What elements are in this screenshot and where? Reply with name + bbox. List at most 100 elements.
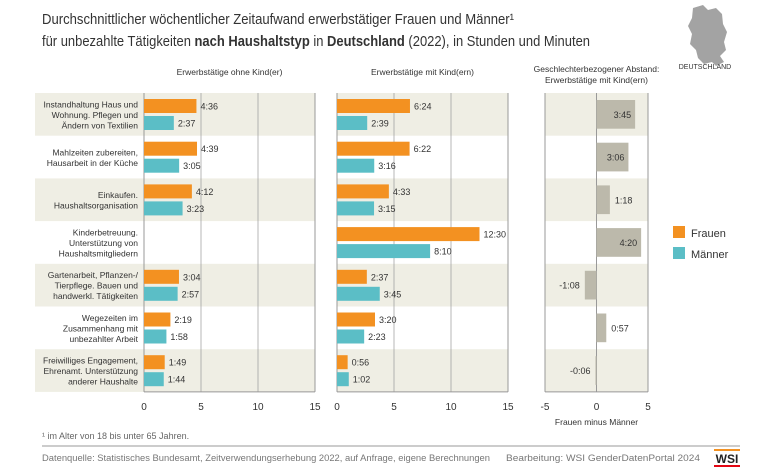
bar-frauen [337,227,480,242]
legend-swatch-maenner [673,247,685,259]
x-tick-label: 0 [334,402,340,413]
bar-maenner [337,244,431,259]
category-label: Kinderbetreuung. [73,227,138,237]
data-label: 3:45 [384,289,402,299]
category-label: Instandhaltung Haus und [43,99,138,109]
category-label: Ehrenamt. Unterstützung [44,366,139,376]
bar-frauen [144,184,192,199]
x-tick-label: 15 [309,402,321,413]
legend-label-maenner: Männer [691,249,729,261]
wsi-logo-bar-bottom [714,465,740,467]
data-label: 1:18 [615,195,633,205]
x-tick-label: 0 [141,402,147,413]
data-label: 4:12 [196,187,214,197]
bar-maenner [337,286,380,301]
bar-maenner [144,116,174,130]
category-label: Freiwilliges Engagement, [43,356,138,366]
title-line-1: Durchschnittlicher wöchentlicher Zeitauf… [42,11,514,28]
data-label: 2:39 [371,119,389,129]
category-label: Haushaltsmitgliedern [59,248,139,258]
panel-title: Erwerbstätige ohne Kind(er) [177,67,283,77]
bar-gap [595,356,597,385]
data-label: 4:36 [200,102,218,112]
bar-frauen [144,99,197,113]
panel-title: Geschlechterbezogener Abstand: [534,64,660,74]
category-label: Unterstützung von [69,238,138,248]
data-label: 2:19 [174,315,192,325]
data-label: -0:06 [570,366,591,376]
data-label: 12:30 [484,230,507,240]
title-part-bold: nach Haushaltstyp [195,33,310,50]
category-label: Wegezeiten im [82,313,138,323]
bar-frauen [337,99,410,113]
data-label: 6:24 [414,102,432,112]
category-label: Ändern von Textilien [62,120,139,130]
data-label: 1:02 [353,375,371,385]
row-stripe [35,178,144,222]
data-label: 1:44 [168,375,186,385]
editor-note: Bearbeitung: WSI GenderDatenPortal 2024 [506,453,700,463]
bar-gap [596,228,642,257]
row-stripe [337,349,508,392]
data-label: 3:04 [183,272,201,282]
row-stripe [35,263,144,307]
data-label: 0:56 [352,358,370,368]
category-label: Hausarbeit in der Küche [47,158,138,168]
row-stripe [35,93,144,136]
bar-frauen [337,184,389,199]
data-label: 3:06 [607,153,625,163]
bar-frauen [144,355,165,370]
bar-gap [584,270,597,300]
bar-maenner [337,201,375,216]
data-label: 3:45 [614,110,632,120]
category-label: Haushaltsorganisation [54,201,138,211]
bar-frauen [337,141,410,156]
x-tick-label: 5 [645,402,651,413]
legend: Frauen Männer [673,226,729,261]
data-label: 3:05 [183,161,201,171]
row-stripe [35,349,144,392]
data-label: 1:49 [169,358,187,368]
category-label: Gartenarbeit, Pflanzen-/ [48,270,139,280]
panel-title: Erwerbstätige mit Kind(ern) [545,75,648,85]
x-tick-label: 0 [594,402,600,413]
x-tick-label: 15 [502,402,514,413]
bar-frauen [144,312,171,327]
title-part: in [310,33,327,50]
wsi-logo-bar-top [714,449,740,451]
map-label: DEUTSCHLAND [679,64,732,71]
bar-frauen [144,269,179,284]
bar-frauen [337,355,348,370]
bar-maenner [144,372,164,387]
legend-label-frauen: Frauen [691,228,726,240]
bar-maenner [337,116,368,130]
title-part-bold: Deutschland [327,33,405,50]
category-label: Zusammenhang mit [63,323,139,333]
category-label: Wohnung. Pflegen und [52,110,139,120]
x-axis-label: Frauen minus Männer [555,417,638,427]
x-tick-label: 10 [445,402,457,413]
title-part: (2022), in Stunden und Minuten [405,33,590,50]
x-tick-label: 5 [198,402,204,413]
bar-maenner [144,329,167,344]
panel-title: Erwerbstätige mit Kind(ern) [371,67,474,77]
bar-gap [596,142,629,172]
data-label: 6:22 [414,144,432,154]
data-label: 8:10 [434,247,452,257]
data-label: 3:16 [378,161,396,171]
category-label: Einkaufen. [98,190,138,200]
bar-gap [596,313,607,343]
source-note: Datenquelle: Statistisches Bundesamt, Ze… [42,453,490,463]
data-label: 3:20 [379,315,397,325]
bar-maenner [144,201,183,216]
category-label: unbezahlter Arbeit [69,334,138,344]
title-line-2: für unbezahlte Tätigkeiten nach Haushalt… [42,33,590,50]
bar-frauen [337,269,367,284]
data-label: 4:33 [393,187,411,197]
bar-maenner [337,329,365,344]
row-stripe [144,349,315,392]
data-label: -1:08 [559,281,580,291]
data-label: 2:37 [371,272,389,282]
